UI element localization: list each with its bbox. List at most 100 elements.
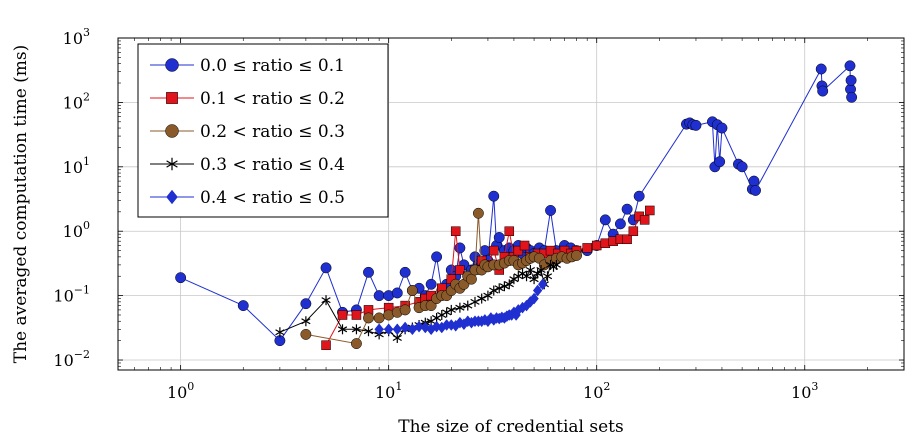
data-point [399, 266, 411, 278]
data-point [472, 207, 484, 219]
legend-marker [166, 92, 178, 104]
data-point [599, 214, 611, 226]
y-tick-label: 100 [63, 219, 90, 241]
legend-label: 0.3 < ratio ≤ 0.4 [200, 155, 345, 175]
data-point [301, 316, 311, 327]
data-point [420, 321, 431, 334]
data-point [532, 284, 543, 297]
star-stroke [529, 276, 539, 283]
x-tick-label: 100 [167, 380, 194, 402]
data-point [463, 300, 473, 311]
star-stroke [551, 261, 562, 268]
data-point [392, 323, 402, 336]
data-point [504, 279, 514, 290]
x-axis-label: The size of credential sets [398, 417, 623, 437]
y-tick-label: 10−1 [53, 284, 90, 306]
star-stroke [536, 266, 546, 274]
data-point [591, 240, 602, 251]
star-stroke [431, 314, 442, 321]
series-layer [175, 60, 858, 350]
data-point [406, 285, 418, 296]
star-stroke [426, 318, 436, 325]
data-point [450, 226, 461, 236]
star-stroke [521, 273, 532, 280]
data-point [614, 218, 626, 230]
data-point [175, 272, 187, 284]
legend-entry: 0.4 < ratio ≤ 0.5 [150, 188, 345, 208]
star-stroke [532, 270, 543, 277]
legend-marker [166, 157, 178, 171]
data-point [529, 292, 539, 305]
data-point [817, 85, 829, 97]
data-point [844, 60, 856, 72]
y-tick-label: 10−2 [53, 348, 90, 370]
data-point [350, 338, 362, 350]
data-point [446, 304, 456, 315]
data-point [466, 273, 477, 285]
data-point [321, 340, 331, 350]
data-point [504, 226, 515, 236]
data-point [815, 63, 827, 75]
star-stroke [437, 311, 447, 319]
data-point [391, 287, 403, 299]
star-stroke [494, 285, 504, 292]
data-point [337, 324, 348, 335]
axis-ticks [117, 37, 905, 371]
data-point [645, 205, 655, 216]
data-point [351, 324, 362, 335]
data-point [300, 328, 312, 340]
legend-entry: 0.3 < ratio ≤ 0.4 [150, 155, 345, 175]
data-point [714, 156, 726, 168]
legend: 0.0 ≤ ratio ≤ 0.1 0.1 < ratio ≤ 0.2 0.2 < … [137, 43, 389, 218]
star-stroke [483, 292, 493, 299]
data-point [425, 278, 437, 290]
data-point [320, 262, 332, 274]
data-point [582, 243, 592, 253]
data-point [545, 205, 556, 216]
star-stroke [509, 276, 519, 283]
star-stroke [470, 298, 480, 305]
star-stroke [275, 329, 285, 336]
series-3 [300, 207, 582, 350]
star-stroke [504, 281, 514, 288]
star-stroke [463, 302, 473, 309]
data-point [374, 323, 384, 336]
y-tick-label: 101 [63, 155, 90, 177]
data-point [373, 290, 385, 302]
data-point [525, 264, 536, 275]
data-point [489, 245, 499, 256]
data-point [383, 323, 394, 336]
star-stroke [351, 326, 362, 333]
data-point [537, 278, 548, 291]
data-point [494, 283, 504, 294]
data-point [483, 290, 493, 301]
data-point [300, 298, 312, 310]
legend-marker [165, 58, 179, 72]
legend-label: 0.0 ≤ ratio ≤ 0.1 [200, 56, 345, 76]
data-point [455, 302, 465, 313]
data-point [519, 240, 530, 251]
star-stroke [392, 334, 402, 341]
tick-labels: 100 101 102 103 10−2 10−1 100 101 102 103 [53, 26, 818, 402]
data-point [750, 184, 761, 196]
data-point [551, 259, 562, 270]
data-point [470, 296, 480, 307]
legend-entry: 0.0 ≤ ratio ≤ 0.1 [150, 56, 345, 76]
data-point [542, 271, 553, 282]
data-point [373, 312, 385, 324]
data-point [622, 234, 632, 245]
star-stroke [321, 297, 331, 304]
star-stroke [301, 318, 311, 325]
data-point [477, 293, 487, 304]
legend-label: 0.1 < ratio ≤ 0.2 [200, 89, 345, 109]
legend-entry: 0.1 < ratio ≤ 0.2 [150, 89, 345, 109]
series-4 [275, 259, 562, 343]
data-point [499, 281, 510, 292]
y-tick-label: 103 [63, 26, 90, 48]
data-point [690, 119, 702, 131]
x-tick-label: 101 [375, 380, 402, 402]
data-point [846, 91, 858, 103]
data-point [351, 310, 362, 320]
data-point [488, 190, 500, 202]
